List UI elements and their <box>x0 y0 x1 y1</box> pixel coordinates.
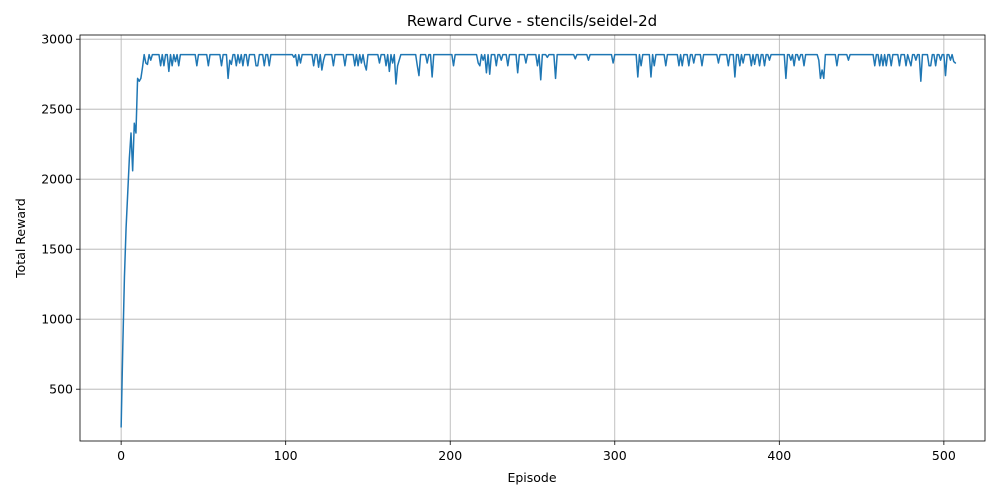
reward-series-line <box>120 53 957 428</box>
y-tick-label: 1000 <box>41 312 73 327</box>
x-tick-label: 300 <box>603 448 627 463</box>
y-tick-label: 3000 <box>41 32 73 47</box>
y-tick-label: 2500 <box>41 102 73 117</box>
grid-lines <box>80 35 985 441</box>
y-tick-label: 1500 <box>41 242 73 257</box>
x-tick-label: 0 <box>117 448 125 463</box>
x-tick-label: 200 <box>438 448 462 463</box>
x-tick-label: 500 <box>932 448 956 463</box>
x-axis-label: Episode <box>507 470 556 485</box>
y-tick-label: 500 <box>49 382 73 397</box>
y-tick-label: 2000 <box>41 172 73 187</box>
chart-title: Reward Curve - stencils/seidel-2d <box>407 12 657 30</box>
x-tick-label: 100 <box>274 448 298 463</box>
axis-ticks: 0 100 200 300 400 500 500 1000 1500 2000 2500 3000 <box>41 32 956 463</box>
y-axis-label: Total Reward <box>13 198 28 279</box>
x-tick-label: 400 <box>767 448 791 463</box>
series-layer <box>120 53 957 428</box>
plot-area-frame <box>79 34 986 442</box>
